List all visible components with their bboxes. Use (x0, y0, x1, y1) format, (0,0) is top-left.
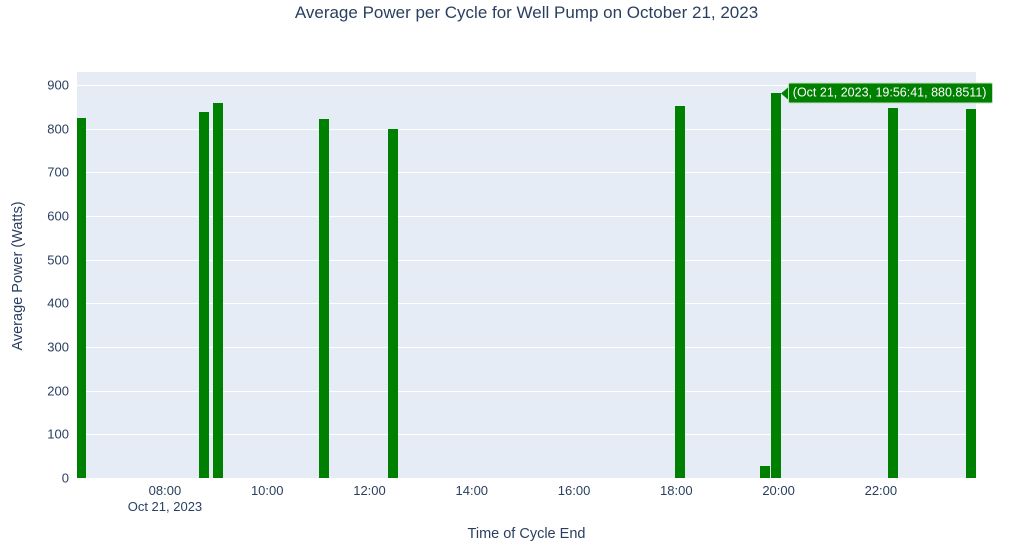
bar-11:06[interactable] (318, 119, 329, 478)
y-gridline (77, 85, 976, 87)
y-tick-label: 600 (47, 208, 69, 224)
y-tick-label: 800 (47, 121, 69, 137)
bar-09:03[interactable] (213, 102, 224, 478)
x-tick-label: 20:00 (762, 483, 795, 498)
plot-area[interactable] (77, 72, 976, 478)
y-gridline (77, 303, 976, 305)
y-tick-label: 0 (61, 470, 69, 486)
y-tick-label: 300 (47, 339, 69, 355)
y-gridline (77, 390, 976, 392)
y-tick-label: 700 (47, 164, 69, 180)
x-tick-label: 10:00 (250, 483, 284, 498)
y-tick-label: 400 (47, 295, 69, 311)
y-gridline (77, 172, 976, 174)
y-gridline (77, 434, 976, 436)
bar-22:14[interactable] (887, 108, 898, 478)
y-tick-label: 100 (47, 426, 69, 442)
bar-18:05[interactable] (675, 106, 686, 478)
x-tick-label: 08:00 (148, 483, 182, 498)
y-axis-title: Average Power (Watts) (10, 201, 26, 351)
x-tick-label: 16:00 (557, 483, 591, 498)
y-gridline (77, 259, 976, 261)
bar-08:46[interactable] (199, 112, 210, 478)
bar-19:44[interactable] (759, 465, 770, 478)
y-tick-label: 900 (47, 77, 69, 93)
x-tick-label: 14:00 (455, 483, 489, 498)
tooltip-arrow-icon (780, 87, 788, 100)
tooltip-text: (Oct 21, 2023, 19:56:41, 880.8511) (787, 82, 994, 104)
bar-12:27[interactable] (387, 129, 398, 478)
x-tick-label: 12:00 (353, 483, 386, 498)
y-gridline (77, 216, 976, 218)
chart-title: Average Power per Cycle for Well Pump on… (294, 3, 759, 22)
bar-23:45[interactable] (965, 109, 976, 478)
bar-06:21[interactable] (77, 117, 87, 478)
bar-19:56:41[interactable] (770, 93, 781, 478)
y-gridline (77, 347, 976, 349)
x-tick-label: 22:00 (864, 483, 898, 498)
y-tick-label: 200 (47, 383, 69, 399)
x-tick-date-label: Oct 21, 2023 (127, 499, 203, 514)
hover-tooltip: (Oct 21, 2023, 19:56:41, 880.8511) (780, 82, 994, 104)
y-gridline (77, 128, 976, 130)
y-tick-label: 500 (47, 252, 69, 268)
x-tick-label: 18:00 (660, 483, 693, 498)
x-axis-title: Time of Cycle End (467, 526, 586, 542)
